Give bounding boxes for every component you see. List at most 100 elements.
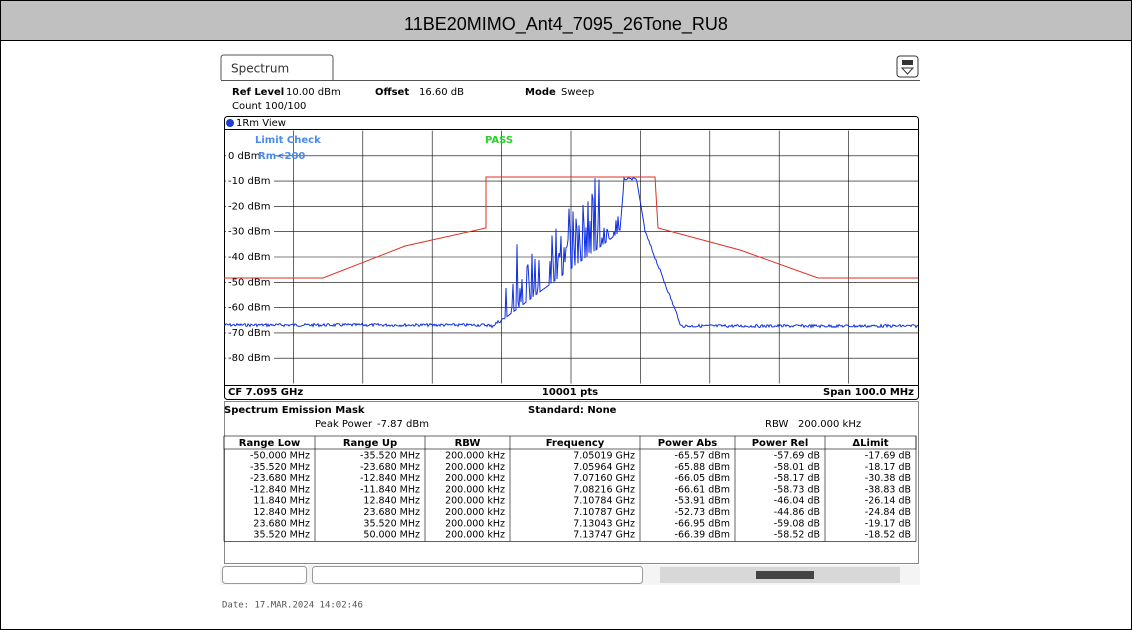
table-cell: -12.840 MHz [360, 473, 420, 484]
view-dot [226, 119, 234, 127]
table-cell: 200.000 kHz [445, 484, 505, 495]
peak-power: -7.87 dBm [377, 419, 429, 430]
table-cell: -50.000 MHz [250, 451, 310, 462]
softkey[interactable] [222, 566, 307, 584]
tab[interactable] [220, 54, 334, 80]
header-bar [0, 0, 1132, 40]
tab-label[interactable]: Spectrum [231, 62, 289, 76]
pass: PASS [485, 135, 513, 146]
table-cell: 200.000 kHz [445, 507, 505, 518]
view-label: 1Rm View [236, 118, 286, 129]
peak-power-label: Peak Power [315, 419, 373, 430]
table-cell: 7.05019 GHz [573, 451, 635, 462]
table-cell: 12.840 MHz [363, 496, 420, 507]
y-label: -50 dBm [228, 277, 270, 288]
mode-value: Sweep [561, 87, 594, 98]
table-cell: -58.52 dB [774, 530, 820, 541]
column-header: Frequency [546, 438, 605, 449]
table-cell: 200.000 kHz [445, 496, 505, 507]
message-box [312, 566, 643, 584]
limit-check: Limit Check [255, 135, 321, 146]
mode-label: Mode [525, 87, 556, 98]
menu-arrow [900, 67, 915, 75]
y-label-bg [226, 276, 274, 289]
y-label-bg [226, 301, 274, 314]
column-header: Power Rel [752, 438, 809, 449]
table-cell: -18.52 dB [865, 530, 911, 541]
column-header: Range Up [343, 438, 397, 449]
y-label-bg [226, 200, 274, 213]
table-cell: -66.05 dBm [675, 473, 730, 484]
table-cell: -57.69 dB [774, 451, 820, 462]
table-cell: 50.000 MHz [363, 530, 420, 541]
y-label: -40 dBm [228, 252, 270, 263]
y-label: -70 dBm [228, 328, 270, 339]
results-panel [224, 401, 919, 564]
table-cell: -46.04 dB [774, 496, 820, 507]
table-cell: -58.17 dB [774, 473, 820, 484]
table-cell: 35.520 MHz [363, 518, 420, 529]
table-cell: 7.08216 GHz [573, 484, 635, 495]
center-frequency: CF 7.095 GHz [228, 387, 303, 398]
y-label-bg [226, 175, 274, 188]
standard: Standard: None [528, 405, 617, 416]
offset-value: 16.60 dB [419, 87, 464, 98]
points: 10001 pts [542, 387, 598, 398]
table-cell: -18.17 dB [865, 462, 911, 473]
table-cell: -44.86 dB [774, 507, 820, 518]
table-cell: 200.000 kHz [445, 530, 505, 541]
table-cell: -23.680 MHz [360, 462, 420, 473]
table-cell: 7.10784 GHz [573, 496, 635, 507]
table-cell: -30.38 dB [865, 473, 911, 484]
table-cell: -17.69 dB [865, 451, 911, 462]
table-cell: 12.840 MHz [253, 507, 310, 518]
table-cell: -35.520 MHz [250, 462, 310, 473]
table-cell: -35.520 MHz [360, 451, 420, 462]
table-cell: 200.000 kHz [445, 518, 505, 529]
table-cell: -58.01 dB [774, 462, 820, 473]
rbw: 200.000 kHz [798, 419, 861, 430]
plot-frame [224, 116, 919, 400]
table-cell: 7.05964 GHz [573, 462, 635, 473]
y-label-bg [226, 352, 274, 365]
offset-label: Offset [375, 87, 409, 98]
table-cell: 35.520 MHz [253, 530, 310, 541]
table-cell: -65.57 dBm [675, 451, 730, 462]
table-cell: -23.680 MHz [250, 473, 310, 484]
y-label: -20 dBm [228, 201, 270, 212]
table-cell: -66.95 dBm [675, 518, 730, 529]
table-cell: 23.680 MHz [253, 518, 310, 529]
y-label: -10 dBm [228, 176, 270, 187]
table-cell: 11.840 MHz [253, 496, 310, 507]
y-label: -80 dBm [228, 353, 270, 364]
column-header: Range Low [239, 438, 300, 449]
table-cell: -11.840 MHz [360, 484, 420, 495]
table-cell: -38.83 dB [865, 484, 911, 495]
table-cell: -58.73 dB [774, 484, 820, 495]
ref-level-value: 10.00 dBm [286, 87, 341, 98]
table-cell: -66.61 dBm [675, 484, 730, 495]
y-label-bg [226, 326, 274, 339]
table-cell: -26.14 dB [865, 496, 911, 507]
column-header: RBW [455, 438, 481, 449]
table-cell: -12.840 MHz [250, 484, 310, 495]
table-cell: 200.000 kHz [445, 473, 505, 484]
progress-indicator [756, 571, 814, 579]
table-cell: 7.13043 GHz [573, 518, 635, 529]
menu-bar [902, 60, 913, 65]
ref-level-label: Ref Level [232, 87, 284, 98]
y-label: -60 dBm [228, 303, 270, 314]
table-cell: 200.000 kHz [445, 451, 505, 462]
rm-label: Rm<200 [258, 151, 305, 162]
table-cell: -24.84 dB [865, 507, 911, 518]
grid: 0 dBm -10 dBm -20 dBm -30 dBm -40 dBm -50 dBm… [224, 130, 918, 384]
table-cell: 7.13747 GHz [573, 530, 635, 541]
table-cell: 23.680 MHz [363, 507, 420, 518]
table-cell: -65.88 dBm [675, 462, 730, 473]
table-cell: 7.07160 GHz [573, 473, 635, 484]
span: Span 100.0 MHz [823, 387, 914, 398]
table-cell: 200.000 kHz [445, 462, 505, 473]
table-cell: -52.73 dBm [675, 507, 730, 518]
y-label: -30 dBm [228, 227, 270, 238]
table-cell: -19.17 dB [865, 518, 911, 529]
